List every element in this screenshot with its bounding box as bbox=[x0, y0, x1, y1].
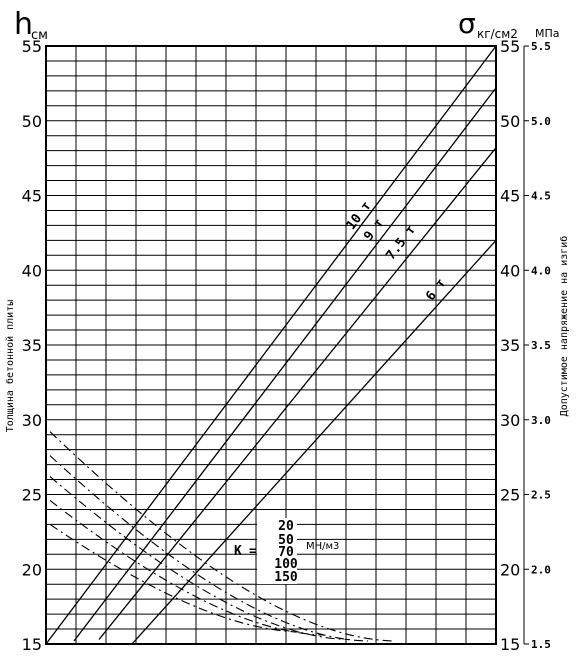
right-axis-tick-label: 20 bbox=[500, 560, 520, 579]
k-values-background bbox=[257, 518, 297, 584]
mpa-axis-tick-label: 1.5 bbox=[531, 638, 551, 651]
mpa-axis-tick-label: 3.5 bbox=[531, 339, 551, 352]
mpa-axis-tick-label: 3.0 bbox=[531, 414, 551, 427]
left-axis-label: Толщина бетонной плиты bbox=[4, 300, 16, 432]
k-curve bbox=[49, 455, 369, 642]
load-lines bbox=[45, 45, 497, 645]
left-axis-tick-label: 30 bbox=[22, 411, 42, 430]
k-value-20: 20 bbox=[278, 519, 294, 534]
left-axis-ticks: 15 20 25 30 35 40 45 50 55 bbox=[22, 37, 42, 654]
right-axis-tick-label: 30 bbox=[500, 411, 520, 430]
left-axis-unit: см bbox=[31, 28, 48, 43]
load-line bbox=[131, 239, 497, 645]
right-axis-tick-label: 55 bbox=[500, 37, 520, 56]
mpa-axis-tick-label: 5.0 bbox=[531, 115, 551, 128]
load-line bbox=[98, 147, 497, 640]
left-axis-tick-label: 55 bbox=[22, 37, 42, 56]
left-axis-tick-label: 20 bbox=[22, 560, 42, 579]
left-axis-tick-label: 40 bbox=[22, 261, 42, 280]
left-axis-tick-label: 15 bbox=[22, 635, 42, 654]
left-axis-symbol: h bbox=[14, 7, 33, 42]
k-equals: = bbox=[249, 544, 257, 559]
right-axis-tick-label: 45 bbox=[500, 187, 520, 206]
right-axis-tick-label: 25 bbox=[500, 486, 520, 505]
k-value-50: 50 bbox=[278, 533, 294, 548]
left-axis-tick-label: 45 bbox=[22, 187, 42, 206]
k-curve bbox=[49, 500, 325, 636]
k-curve bbox=[49, 523, 301, 633]
mpa-axis-tick-label: 2.0 bbox=[531, 563, 551, 576]
plot-frame bbox=[45, 45, 497, 645]
left-axis-tick-label: 35 bbox=[22, 336, 42, 355]
k-curve bbox=[49, 476, 350, 641]
k-curve bbox=[49, 431, 396, 642]
right-axis-symbol: σ bbox=[458, 7, 476, 40]
grid bbox=[46, 46, 496, 644]
right-axis-mpa-unit: МПа bbox=[535, 27, 560, 40]
right-axis-kg-unit: кг/см2 bbox=[477, 27, 518, 41]
k-value-70: 70 bbox=[278, 545, 294, 560]
left-axis-tick-label: 50 bbox=[22, 112, 42, 131]
right-axis-tick-label: 40 bbox=[500, 261, 520, 280]
right-axis-label: Допустимое напряжение на изгиб bbox=[558, 236, 570, 417]
load-line bbox=[73, 87, 497, 642]
right-axis-tick-label: 35 bbox=[500, 336, 520, 355]
k-value-100: 100 bbox=[274, 557, 298, 572]
mpa-axis-tick-label: 2.5 bbox=[531, 489, 551, 502]
load-line-label-6: 6 т bbox=[423, 276, 449, 304]
k-unit: МН/м3 bbox=[306, 541, 339, 552]
right-axis-ticks: 15 20 25 30 35 40 45 50 55 bbox=[500, 37, 520, 654]
load-line bbox=[45, 45, 497, 645]
mpa-axis-tick-label: 5.5 bbox=[531, 40, 551, 53]
mpa-axis-tick-label: 4.0 bbox=[531, 264, 551, 277]
left-axis-tick-label: 25 bbox=[22, 486, 42, 505]
mpa-axis-tick-label: 4.5 bbox=[531, 190, 551, 203]
k-symbol: K bbox=[234, 544, 242, 559]
right-axis-tick-label: 15 bbox=[500, 635, 520, 654]
right-axis-tick-label: 50 bbox=[500, 112, 520, 131]
k-value-150: 150 bbox=[274, 570, 298, 585]
mpa-axis-ticks: 1.5 2.0 2.5 3.0 3.5 4.0 4.5 5.0 5.5 bbox=[523, 40, 551, 651]
k-curves bbox=[49, 431, 396, 642]
